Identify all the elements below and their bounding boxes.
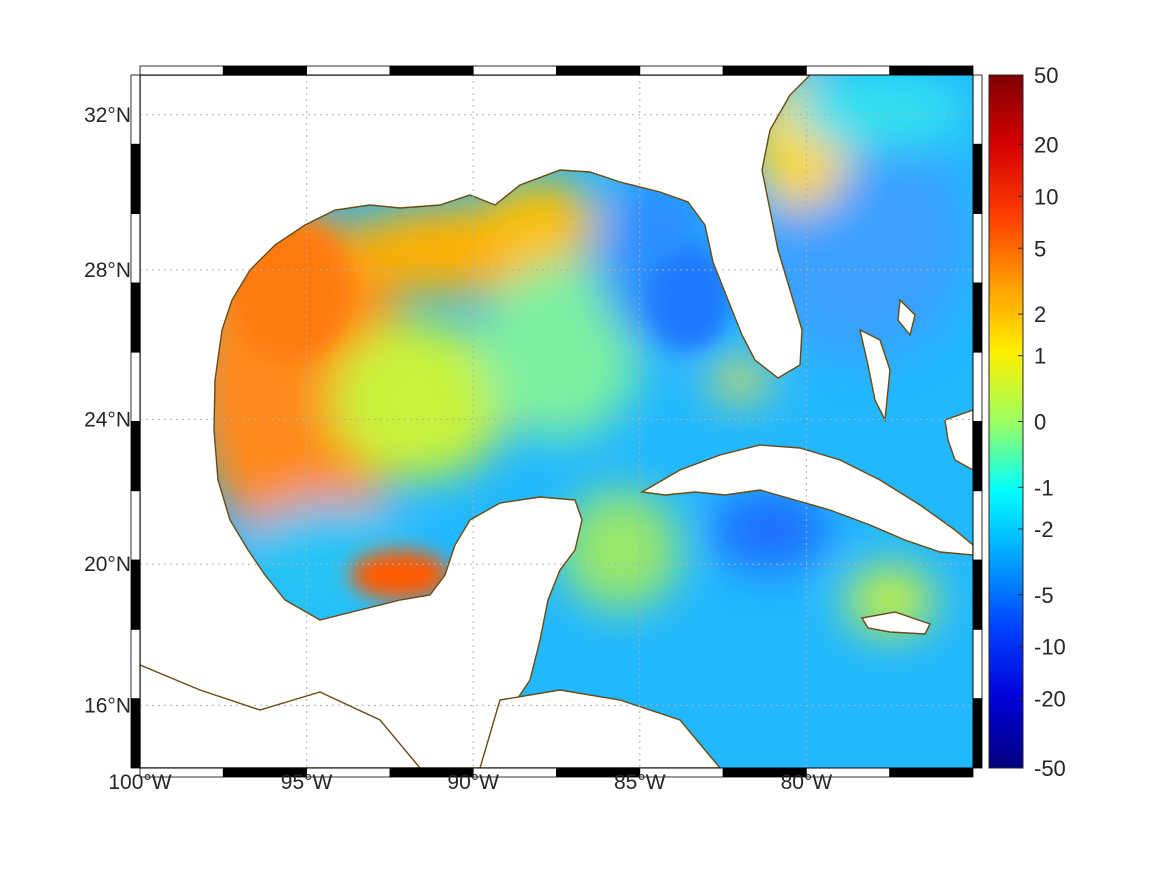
frame-right-segment (972, 559, 983, 630)
frame-top-segment (472, 65, 557, 76)
bahamas-island-2 (897, 298, 916, 337)
lon-tick-label: 95°W (281, 771, 333, 794)
frame-top-segment (306, 65, 391, 76)
frame-top-segment (806, 65, 891, 76)
south-land-strip (479, 689, 721, 768)
colorbar-tick-label: 20 (1034, 132, 1058, 157)
frame-left-segment (130, 213, 141, 284)
frame-left-segment (130, 421, 141, 492)
map-frame (130, 65, 983, 778)
lon-tick-label: 85°W (614, 771, 666, 794)
lon-tick-label: 100°W (108, 771, 171, 794)
frame-left-segment (130, 490, 141, 561)
frame-right-segment (972, 213, 983, 284)
central-america-land (140, 664, 421, 768)
lat-tick-label: 32°N (84, 104, 131, 127)
colorbar-tick-label: -10 (1034, 635, 1066, 660)
frame-left-segment (130, 698, 141, 769)
frame-right-segment (972, 143, 983, 215)
cuba-land (639, 444, 973, 556)
frame-right-segment (972, 74, 983, 145)
colorbar-tick-label: 50 (1034, 63, 1058, 88)
lat-tick-label: 20°N (84, 553, 131, 576)
lat-tick-label: 16°N (84, 694, 131, 717)
frame-top-segment (389, 65, 474, 76)
frame-right-segment (972, 421, 983, 492)
lat-tick-label: 28°N (84, 259, 131, 282)
frame-top-segment (639, 65, 724, 76)
colorbar-tick-label: -5 (1034, 583, 1054, 608)
colorbar-tick-label: -20 (1034, 687, 1066, 712)
colorbar-tick-label: -2 (1034, 517, 1054, 542)
frame-right-segment (972, 629, 983, 700)
frame-right-segment (972, 282, 983, 353)
land-areas (140, 75, 973, 768)
frame-left-segment (130, 351, 141, 422)
frame-left-segment (130, 629, 141, 700)
frame-top-segment (722, 65, 807, 76)
colorbar-tick-label: 5 (1034, 236, 1046, 261)
lon-tick-label: 90°W (447, 771, 499, 794)
frame-right-segment (972, 698, 983, 769)
colorbar-tick-label: -1 (1034, 475, 1054, 500)
frame-left-segment (130, 143, 141, 215)
lon-tick-label: 80°W (781, 771, 833, 794)
colorbar-tick-label: 0 (1034, 410, 1046, 435)
frame-left-segment (130, 559, 141, 630)
colorbar-gradient (988, 74, 1024, 769)
lat-tick-label: 24°N (84, 408, 131, 431)
colorbar-tick-label: 10 (1034, 184, 1058, 209)
grid-lines (140, 75, 973, 768)
frame-top-segment (139, 65, 224, 76)
frame-top-segment (556, 65, 641, 76)
frame-top-segment (889, 65, 974, 76)
frame-bottom-segment (889, 767, 974, 778)
frame-inner-border (139, 74, 974, 769)
longitude-labels: 100°W 95°W 90°W 85°W 80°W (108, 771, 832, 794)
frame-left-segment (130, 74, 141, 145)
colorbar-tick-label: 2 (1034, 302, 1046, 327)
jamaica-land (860, 611, 931, 635)
frame-top-segment (222, 65, 308, 76)
frame-right-segment (972, 490, 983, 561)
frame-right-segment (972, 351, 983, 422)
bahamas-island-1 (858, 328, 891, 423)
colorbar-tick-label: -50 (1034, 756, 1066, 781)
hispaniola-land (944, 409, 973, 471)
frame-left-segment (130, 282, 141, 353)
latitude-labels: 32°N 28°N 24°N 20°N 16°N (84, 104, 131, 718)
colorbar-tick-label: 1 (1034, 344, 1046, 369)
